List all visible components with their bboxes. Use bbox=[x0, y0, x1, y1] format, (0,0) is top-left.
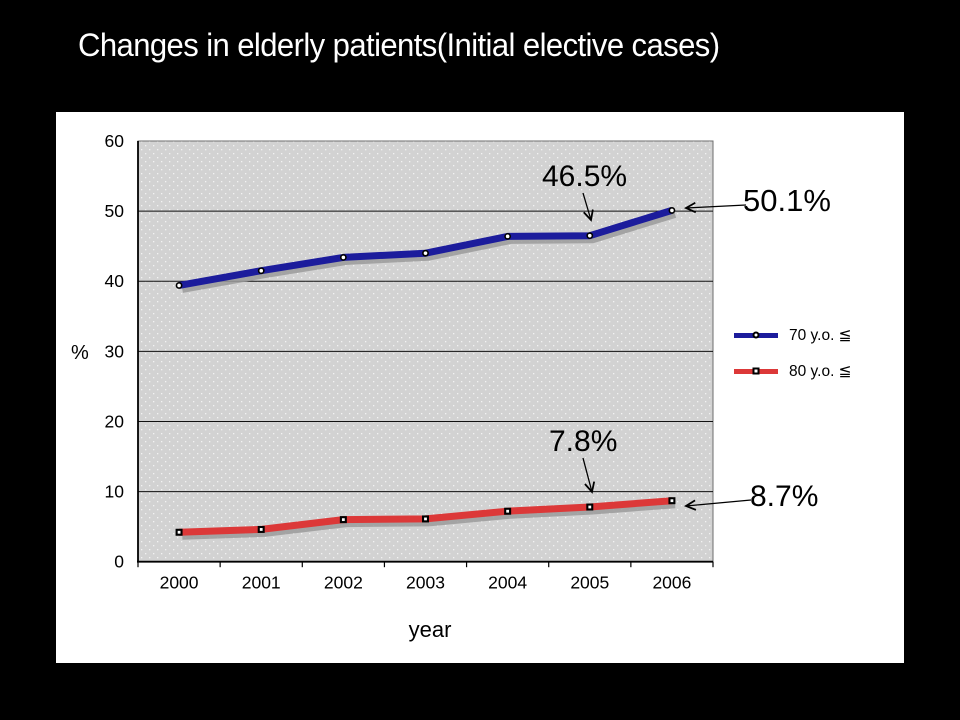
data-point-marker-center bbox=[177, 530, 181, 534]
y-tick-label: 60 bbox=[105, 131, 125, 151]
y-tick-label: 40 bbox=[105, 271, 125, 291]
annotation-arrows bbox=[582, 192, 752, 511]
legend-label-80yo: 80 y.o. ≦ bbox=[789, 362, 852, 380]
x-tick-label: 2001 bbox=[242, 573, 281, 593]
data-point-marker-center bbox=[259, 528, 263, 531]
data-point-marker-center bbox=[670, 499, 674, 503]
x-tick-label: 2002 bbox=[324, 573, 363, 593]
chart-container: 0 10 20 30 40 50 60 2000 2001 2002 2003 2004 2005 200… bbox=[56, 112, 904, 663]
y-tick-label: 10 bbox=[105, 482, 125, 502]
x-axis-title: year bbox=[408, 617, 452, 642]
slide-title: Changes in elderly patients(Initial elec… bbox=[78, 27, 720, 63]
data-point-marker-center bbox=[177, 283, 181, 288]
annotation-arrow-46-5 bbox=[582, 192, 594, 222]
annotation-arrow-7-8 bbox=[582, 457, 596, 494]
data-point-marker-center bbox=[506, 509, 510, 513]
plot-generated-content: 0 10 20 30 40 50 60 2000 2001 2002 2003 2004 2005 200… bbox=[105, 131, 714, 593]
annotation-label-7-8: 7.8% bbox=[549, 425, 618, 458]
data-point-marker-center bbox=[588, 505, 592, 509]
x-tick-label: 2006 bbox=[652, 573, 691, 593]
annotation-label-46-5: 46.5% bbox=[542, 160, 628, 193]
y-axis-title: % bbox=[71, 342, 89, 364]
x-tick-label: 2004 bbox=[488, 573, 527, 593]
circle-marker-icon bbox=[752, 331, 760, 339]
annotation-arrow-8-7 bbox=[684, 499, 752, 511]
data-point-marker-center bbox=[423, 251, 428, 255]
x-tick-label: 2005 bbox=[570, 573, 609, 593]
x-tick-label: 2003 bbox=[406, 573, 445, 593]
x-tick-label: 2000 bbox=[160, 573, 199, 593]
y-tick-label: 30 bbox=[105, 341, 125, 361]
data-point-marker-center bbox=[259, 268, 264, 273]
annotation-label-50-1: 50.1% bbox=[743, 183, 831, 218]
y-tick-label: 20 bbox=[105, 411, 125, 431]
legend-item-80yo: 80 y.o. ≦ bbox=[734, 353, 852, 389]
chart-legend: 70 y.o. ≦ 80 y.o. ≦ bbox=[734, 317, 852, 389]
y-tick-label: 50 bbox=[105, 201, 125, 221]
legend-line-70yo-icon bbox=[734, 331, 778, 339]
annotation-arrow-50-1 bbox=[684, 201, 747, 214]
legend-line-80yo-icon bbox=[734, 367, 778, 375]
data-point-marker-center bbox=[341, 518, 345, 522]
series-shadow bbox=[181, 211, 677, 293]
square-marker-icon bbox=[752, 367, 760, 375]
series-shadow bbox=[182, 501, 676, 540]
y-tick-label: 0 bbox=[114, 552, 124, 572]
data-point-marker-center bbox=[505, 234, 510, 239]
data-point-marker-center bbox=[341, 255, 346, 260]
data-point-marker-center bbox=[424, 517, 427, 521]
legend-item-70yo: 70 y.o. ≦ bbox=[734, 317, 852, 353]
data-point-marker-center bbox=[670, 208, 674, 213]
annotation-label-8-7: 8.7% bbox=[750, 480, 819, 513]
legend-label-70yo: 70 y.o. ≦ bbox=[789, 326, 852, 344]
line-chart-svg: 0 10 20 30 40 50 60 2000 2001 2002 2003 2004 2005 200… bbox=[105, 131, 752, 593]
data-point-marker-center bbox=[587, 233, 592, 238]
